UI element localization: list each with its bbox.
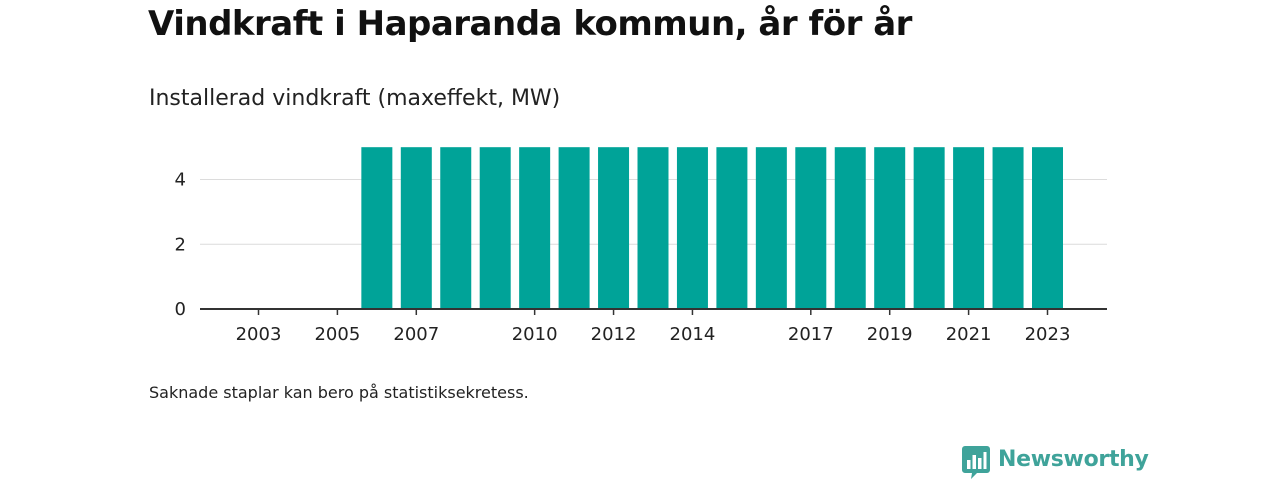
chart-subtitle: Installerad vindkraft (maxeffekt, MW): [149, 86, 561, 111]
x-tick-label: 2003: [236, 324, 282, 345]
bar-2015[interactable]: [716, 147, 748, 309]
bar-2023[interactable]: [1032, 147, 1063, 309]
bar-2021[interactable]: [953, 147, 985, 309]
bar-2011[interactable]: [558, 147, 590, 309]
axes: [200, 308, 1107, 315]
footnote: Saknade staplar kan bero på statistiksek…: [149, 383, 529, 402]
bar-2020[interactable]: [913, 147, 945, 309]
bar-2007[interactable]: [400, 147, 432, 309]
bar-2012[interactable]: [598, 147, 630, 309]
x-tick-label: 2017: [788, 324, 834, 345]
bar-chart: 0 2 4 2003 2005 2007 2010 2012 2014 2017 2019 2021 2…: [175, 147, 1107, 345]
y-tick-label: 2: [175, 234, 186, 255]
y-tick-label: 0: [175, 299, 186, 320]
chart-title: Vindkraft i Haparanda kommun, år för år: [148, 4, 912, 44]
x-tick-label: 2014: [670, 324, 716, 345]
x-tick-label: 2021: [946, 324, 992, 345]
x-tick-label: 2010: [512, 324, 558, 345]
newsworthy-logo-icon: [962, 446, 990, 479]
x-tick-label: 2019: [867, 324, 913, 345]
bar-2009[interactable]: [479, 147, 511, 309]
x-tick-label: 2023: [1025, 324, 1071, 345]
bar-2016[interactable]: [755, 147, 787, 309]
bar-2006[interactable]: [361, 147, 393, 309]
bar-2013[interactable]: [637, 147, 669, 309]
bar-2008[interactable]: [440, 147, 472, 309]
x-tick-label: 2005: [314, 324, 360, 345]
bar-2014[interactable]: [676, 147, 708, 309]
bar-2018[interactable]: [834, 147, 866, 309]
bar-2019[interactable]: [874, 147, 906, 309]
x-tick-label: 2012: [591, 324, 637, 345]
bars: [361, 147, 1063, 309]
brand-logo[interactable]: Newsworthy: [962, 446, 1149, 480]
bar-2022[interactable]: [992, 147, 1024, 309]
brand-name: Newsworthy: [998, 447, 1149, 472]
tick-labels: 0 2 4 2003 2005 2007 2010 2012 2014 2017 2019 2021 2…: [175, 170, 1071, 345]
y-tick-label: 4: [175, 170, 186, 191]
bar-2010[interactable]: [519, 147, 551, 309]
x-tick-label: 2007: [393, 324, 439, 345]
bar-2017[interactable]: [795, 147, 827, 309]
